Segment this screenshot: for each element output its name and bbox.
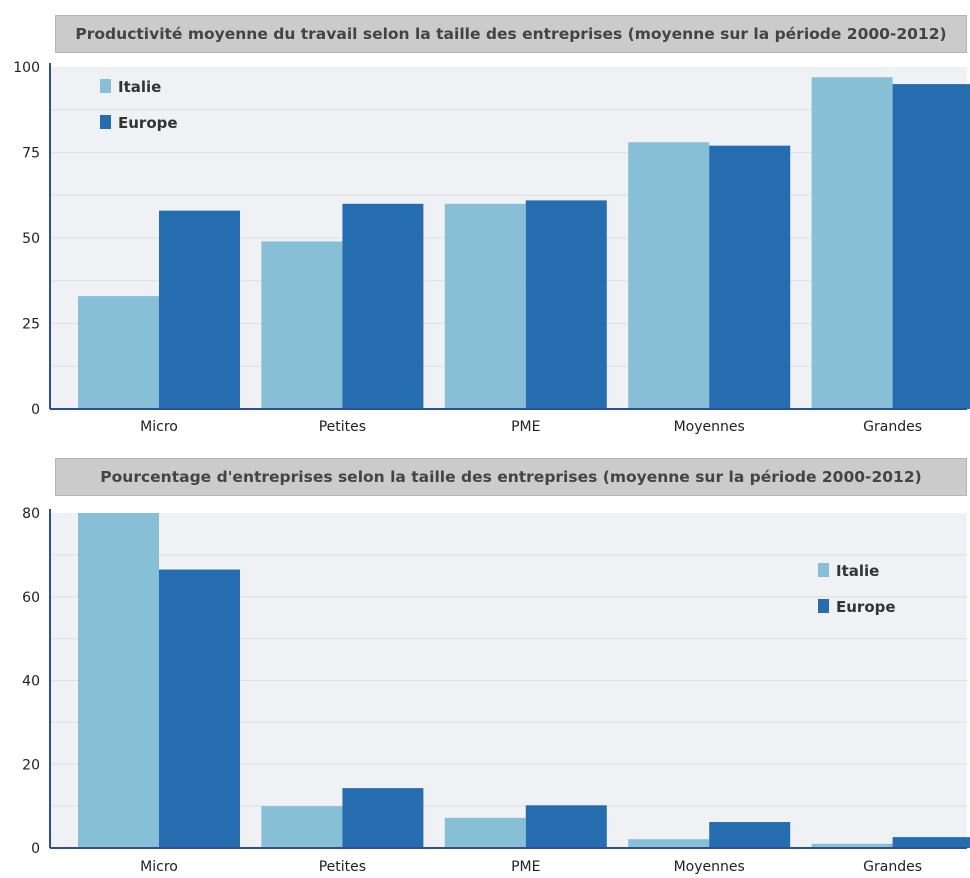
bar-europe-petites <box>342 788 424 848</box>
productivity-chart-plot: Micro Petites PME Moyennes Grandes 0 25 50 75 100… <box>13 60 970 435</box>
bar-italie-pme <box>444 203 526 409</box>
y-tick-label: 60 <box>22 590 40 606</box>
bar-italie-pme <box>444 817 526 848</box>
x-tick-label: Petites <box>319 419 366 435</box>
bar-europe-micro <box>159 569 240 848</box>
bar-europe-grandes <box>892 84 970 409</box>
bar-europe-moyennes <box>709 145 791 409</box>
bar-europe-pme <box>525 200 607 409</box>
x-tick-label: Moyennes <box>674 859 745 875</box>
chart-title: Productivité moyenne du travail selon la… <box>55 15 967 53</box>
legend-swatch-italie <box>818 563 829 577</box>
chart-title: Pourcentage d'entreprises selon la taill… <box>55 458 967 496</box>
y-tick-label: 80 <box>22 506 40 522</box>
productivity-chart: Productivité moyenne du travail selon la… <box>13 15 970 435</box>
x-tick-label: Micro <box>140 859 178 875</box>
y-tick-label: 0 <box>31 402 40 418</box>
x-tick-label: Micro <box>140 419 178 435</box>
bar-europe-micro <box>159 210 240 409</box>
enterprise-share-chart: Pourcentage d'entreprises selon la taill… <box>0 440 970 878</box>
x-tick-label: PME <box>511 419 540 435</box>
x-tick-label: Petites <box>319 859 366 875</box>
legend-label-italie: Italie <box>836 562 879 580</box>
bar-italie-petites <box>261 241 343 409</box>
bar-italie-micro <box>78 513 159 848</box>
bar-europe-pme <box>525 805 607 848</box>
bar-italie-grandes <box>811 77 893 409</box>
y-tick-label: 20 <box>22 757 40 773</box>
x-tick-label: Grandes <box>863 419 922 435</box>
legend-label-europe: Europe <box>118 114 178 132</box>
bar-italie-grandes <box>811 843 893 848</box>
legend-label-europe: Europe <box>836 598 896 616</box>
legend-swatch-europe <box>818 599 829 613</box>
x-tick-label: Moyennes <box>674 419 745 435</box>
y-tick-label: 0 <box>31 841 40 857</box>
y-tick-label: 40 <box>22 674 40 690</box>
legend-swatch-europe <box>100 115 111 129</box>
bar-europe-grandes <box>892 837 970 848</box>
bar-italie-moyennes <box>628 142 710 409</box>
x-tick-label: PME <box>511 859 540 875</box>
y-tick-label: 100 <box>13 60 40 76</box>
bar-italie-petites <box>261 806 343 848</box>
x-tick-label: Grandes <box>863 859 922 875</box>
y-tick-label: 75 <box>22 146 40 162</box>
legend-label-italie: Italie <box>118 78 161 96</box>
y-tick-label: 25 <box>22 317 40 333</box>
legend-swatch-italie <box>100 79 111 93</box>
bar-italie-moyennes <box>628 839 710 848</box>
bar-italie-micro <box>78 296 159 409</box>
bar-europe-petites <box>342 203 424 409</box>
bar-europe-moyennes <box>709 822 791 848</box>
enterprise-share-chart-plot: Micro Petites PME Moyennes Grandes 0 20 40 60 80 I… <box>22 506 970 875</box>
y-tick-label: 50 <box>22 231 40 247</box>
